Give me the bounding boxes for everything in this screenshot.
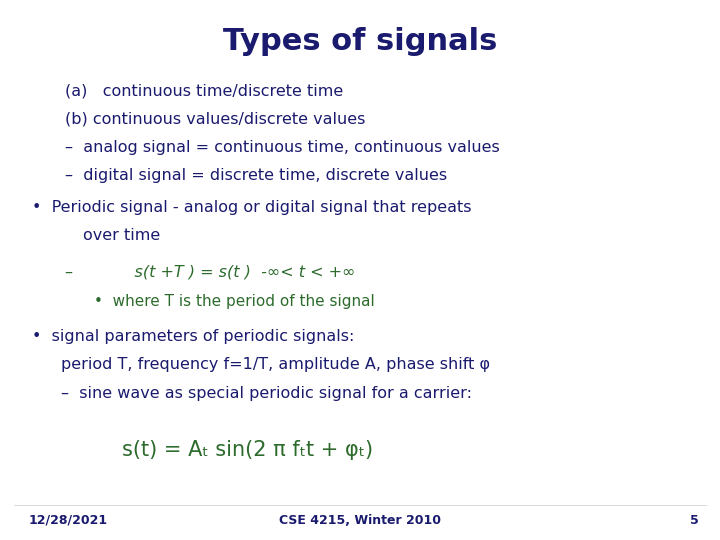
Text: over time: over time — [83, 228, 160, 243]
Text: 12/28/2021: 12/28/2021 — [29, 514, 108, 526]
Text: –  analog signal = continuous time, continuous values: – analog signal = continuous time, conti… — [65, 140, 500, 155]
Text: (b) continuous values/discrete values: (b) continuous values/discrete values — [65, 112, 365, 127]
Text: Types of signals: Types of signals — [222, 27, 498, 56]
Text: CSE 4215, Winter 2010: CSE 4215, Winter 2010 — [279, 514, 441, 526]
Text: period T, frequency f=1/T, amplitude A, phase shift φ: period T, frequency f=1/T, amplitude A, … — [61, 357, 490, 373]
Text: –  digital signal = discrete time, discrete values: – digital signal = discrete time, discre… — [65, 168, 447, 183]
Text: •  signal parameters of periodic signals:: • signal parameters of periodic signals: — [32, 329, 355, 345]
Text: 5: 5 — [690, 514, 698, 526]
Text: –  sine wave as special periodic signal for a carrier:: – sine wave as special periodic signal f… — [61, 386, 472, 401]
Text: •  where T is the period of the signal: • where T is the period of the signal — [94, 294, 374, 309]
Text: s(t) = Aₜ sin(2 π fₜt + φₜ): s(t) = Aₜ sin(2 π fₜt + φₜ) — [122, 440, 374, 460]
Text: –            s(t +T ) = s(t )  -∞< t < +∞: – s(t +T ) = s(t ) -∞< t < +∞ — [65, 265, 355, 280]
Text: (a)   continuous time/discrete time: (a) continuous time/discrete time — [65, 84, 343, 99]
Text: •  Periodic signal - analog or digital signal that repeats: • Periodic signal - analog or digital si… — [32, 200, 472, 215]
